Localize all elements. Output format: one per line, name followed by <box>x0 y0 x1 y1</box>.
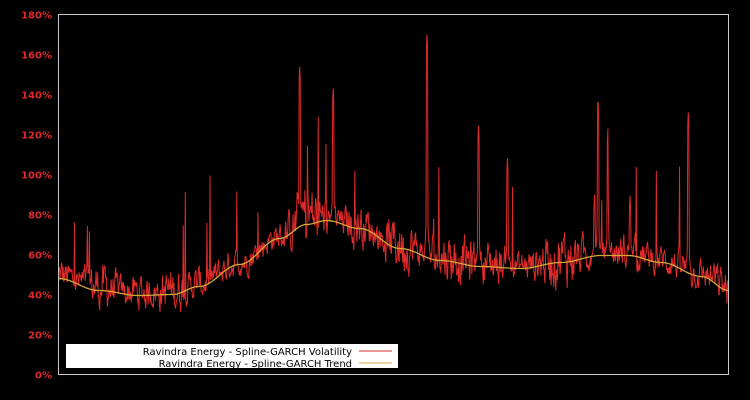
plot-area <box>58 34 729 313</box>
y-tick-label: 140% <box>21 91 52 102</box>
legend: Ravindra Energy - Spline-GARCH Volatilit… <box>66 344 398 370</box>
legend-label-volatility: Ravindra Energy - Spline-GARCH Volatilit… <box>143 347 352 358</box>
y-tick-label: 120% <box>21 131 52 142</box>
y-tick-label: 40% <box>28 291 52 302</box>
y-tick-label: 60% <box>28 251 52 262</box>
legend-label-trend: Ravindra Energy - Spline-GARCH Trend <box>159 359 352 370</box>
y-tick-label: 20% <box>28 331 52 342</box>
y-tick-label: 100% <box>21 171 52 182</box>
y-tick-label: 80% <box>28 211 52 222</box>
trend-series-line <box>58 219 729 297</box>
volatility-series-line <box>58 34 729 313</box>
y-tick-label: 160% <box>21 51 52 62</box>
y-tick-label: 180% <box>21 11 52 22</box>
y-axis-ticks: 0% 20% 40% 60% 80% 100% 120% 140% 160% 180% <box>21 11 52 382</box>
y-tick-label: 0% <box>35 371 52 382</box>
plot-frame <box>58 14 729 375</box>
legend-box <box>66 344 398 368</box>
